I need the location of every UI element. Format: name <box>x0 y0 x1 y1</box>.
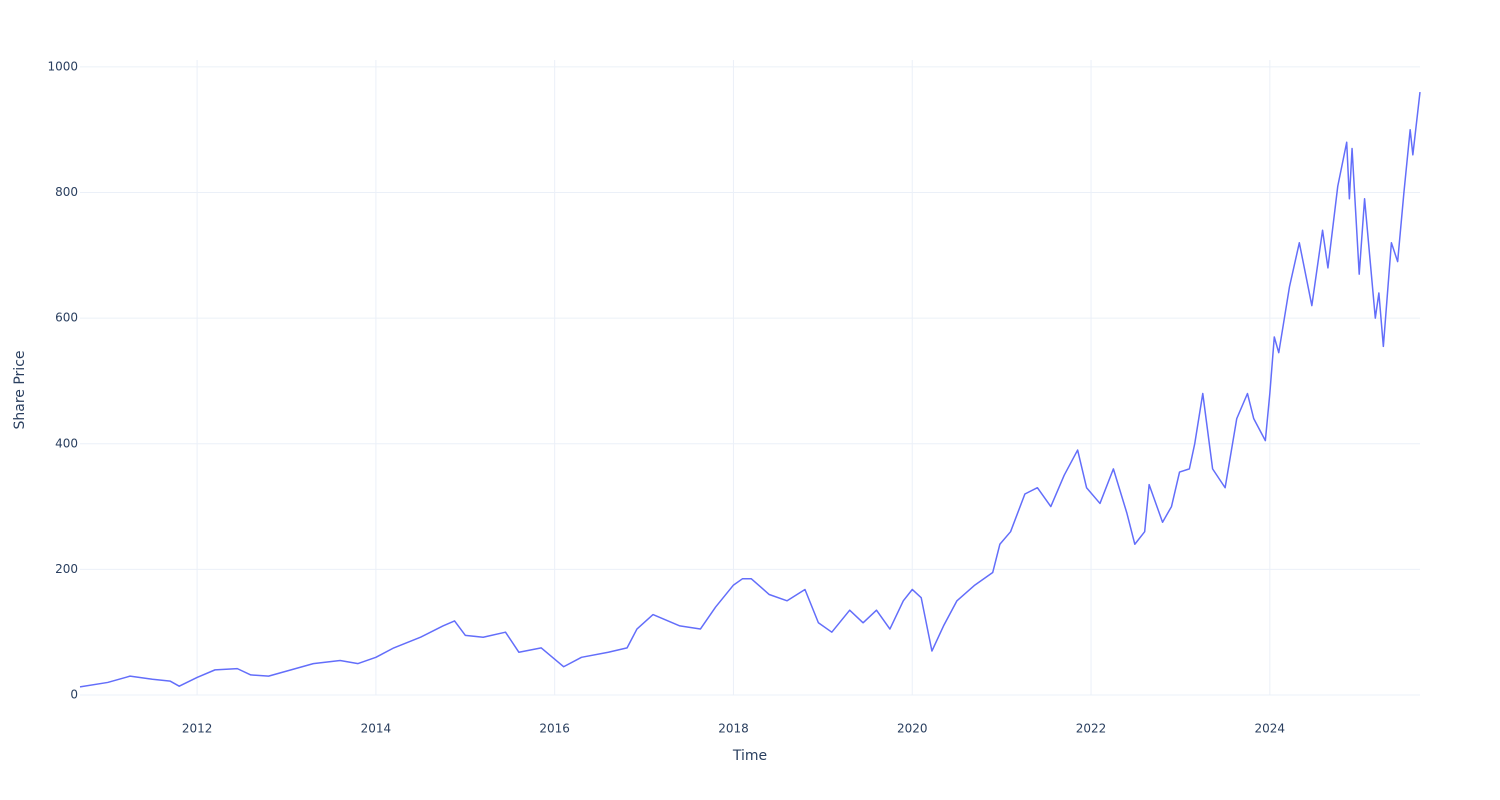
x-tick-label: 2012 <box>182 722 213 736</box>
x-axis-title: Time <box>732 748 767 764</box>
x-tick-label: 2014 <box>361 722 392 736</box>
x-tick-label: 2020 <box>897 722 928 736</box>
y-tick-label: 0 <box>70 688 78 702</box>
y-tick-label: 400 <box>55 436 78 450</box>
y-axis-title: Share Price <box>12 350 28 429</box>
x-tick-label: 2024 <box>1255 722 1286 736</box>
x-tick-label: 2016 <box>539 722 570 736</box>
y-tick-label: 800 <box>55 185 78 199</box>
y-tick-label: 600 <box>55 311 78 325</box>
y-tick-label: 1000 <box>47 59 78 73</box>
price-line <box>79 91 1421 688</box>
x-tick-label: 2022 <box>1076 722 1107 736</box>
x-tick-label: 2018 <box>718 722 749 736</box>
y-tick-label: 200 <box>55 562 78 576</box>
